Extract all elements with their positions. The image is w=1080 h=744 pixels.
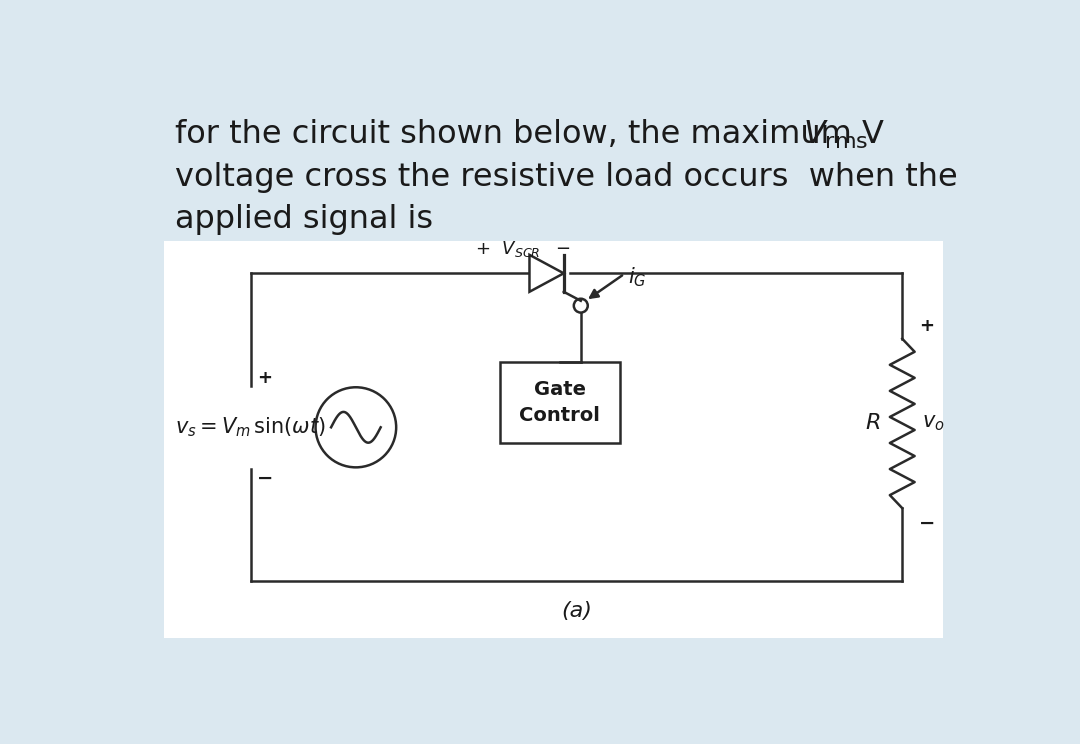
Text: $V_{\mathrm{rms}}$: $V_{\mathrm{rms}}$ [804, 118, 868, 151]
Text: −: − [919, 514, 935, 533]
Bar [500, 362, 620, 443]
Text: voltage cross the resistive load occurs  when the: voltage cross the resistive load occurs … [175, 161, 958, 193]
Text: (a): (a) [562, 600, 592, 620]
Text: applied signal is: applied signal is [175, 204, 433, 235]
Text: $i_G$: $i_G$ [629, 265, 647, 289]
Text: for the circuit shown below, the maximum V: for the circuit shown below, the maximum… [175, 119, 885, 150]
Text: $+\ \ V_{SCR}\ \ -$: $+\ \ V_{SCR}\ \ -$ [475, 239, 570, 259]
Text: $v_o$: $v_o$ [921, 414, 944, 434]
Polygon shape [529, 255, 564, 292]
Text: +: + [257, 369, 272, 388]
Text: Gate
Control: Gate Control [519, 379, 600, 425]
Text: −: − [257, 469, 274, 488]
Text: $v_s = V_m\,\sin(\omega t)$: $v_s = V_m\,\sin(\omega t)$ [175, 415, 326, 439]
Text: +: + [919, 317, 934, 335]
Bar [164, 241, 943, 638]
Text: $R$: $R$ [865, 414, 880, 434]
